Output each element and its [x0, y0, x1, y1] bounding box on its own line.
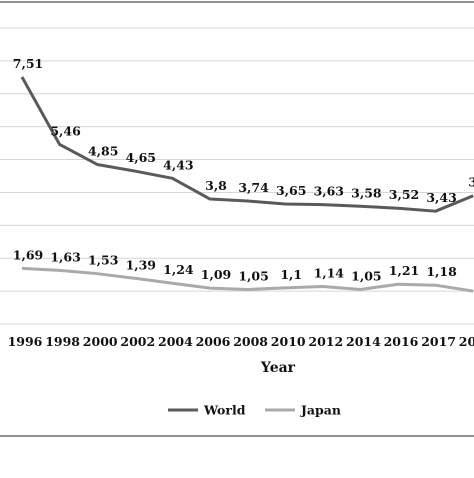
world-data-label: 7,51	[13, 56, 43, 71]
japan-data-label: 1,05	[238, 268, 268, 283]
japan-data-label: 1,18	[426, 264, 457, 279]
world-data-label: 4,65	[126, 150, 156, 165]
japan-series-line	[21, 266, 474, 293]
chart-frame	[0, 1, 474, 437]
japan-data-label: 1,09	[201, 267, 231, 282]
world-data-label: 3,43	[426, 190, 456, 205]
japan-data-label: 1,53	[88, 253, 118, 268]
japan-data-label: 1,21	[389, 263, 419, 278]
japan-data-label: 1,39	[126, 257, 156, 272]
x-tick-label: 2014	[346, 334, 381, 349]
japan-data-label: 1,14	[314, 266, 345, 281]
x-tick-label: 2004	[158, 334, 193, 349]
japan-data-label: 1,63	[50, 249, 80, 264]
x-tick-label: 2017	[421, 334, 456, 349]
world-data-label: 3,58	[351, 185, 382, 200]
world-data-label: 3,63	[314, 184, 344, 199]
japan-data-label: 1,05	[351, 268, 381, 283]
world-legend-label: World	[203, 403, 246, 418]
x-tick-label: 1998	[45, 334, 80, 349]
world-data-label: 5,46	[50, 123, 81, 138]
world-data-label: 3,65	[276, 183, 306, 198]
world-data-label: 4,43	[163, 157, 193, 172]
world-data-label: 3,8	[205, 178, 227, 193]
x-tick-label: 2002	[120, 334, 155, 349]
x-tick-label: 2008	[233, 334, 268, 349]
x-tick-label: 2000	[83, 334, 118, 349]
world-data-label: 4,85	[88, 143, 118, 158]
x-tick-label: 2010	[271, 334, 306, 349]
x-tick-label: 2006	[196, 334, 231, 349]
japan-legend-label: Japan	[300, 403, 341, 418]
world-series-line	[20, 76, 474, 213]
japan-data-label: 1,24	[163, 262, 194, 277]
x-tick-label: 2016	[384, 334, 419, 349]
japan-data-label: 1,69	[13, 247, 43, 262]
world-data-label: 3,74	[238, 180, 269, 195]
x-axis-title: Year	[260, 360, 296, 376]
world-data-label: 3,52	[389, 187, 419, 202]
world-data-label: 3,9	[468, 175, 474, 190]
x-tick-label: 1996	[8, 334, 43, 349]
japan-data-label: 1,1	[280, 267, 302, 282]
x-tick-label: 2018	[459, 334, 474, 349]
x-tick-label: 2012	[308, 334, 343, 349]
